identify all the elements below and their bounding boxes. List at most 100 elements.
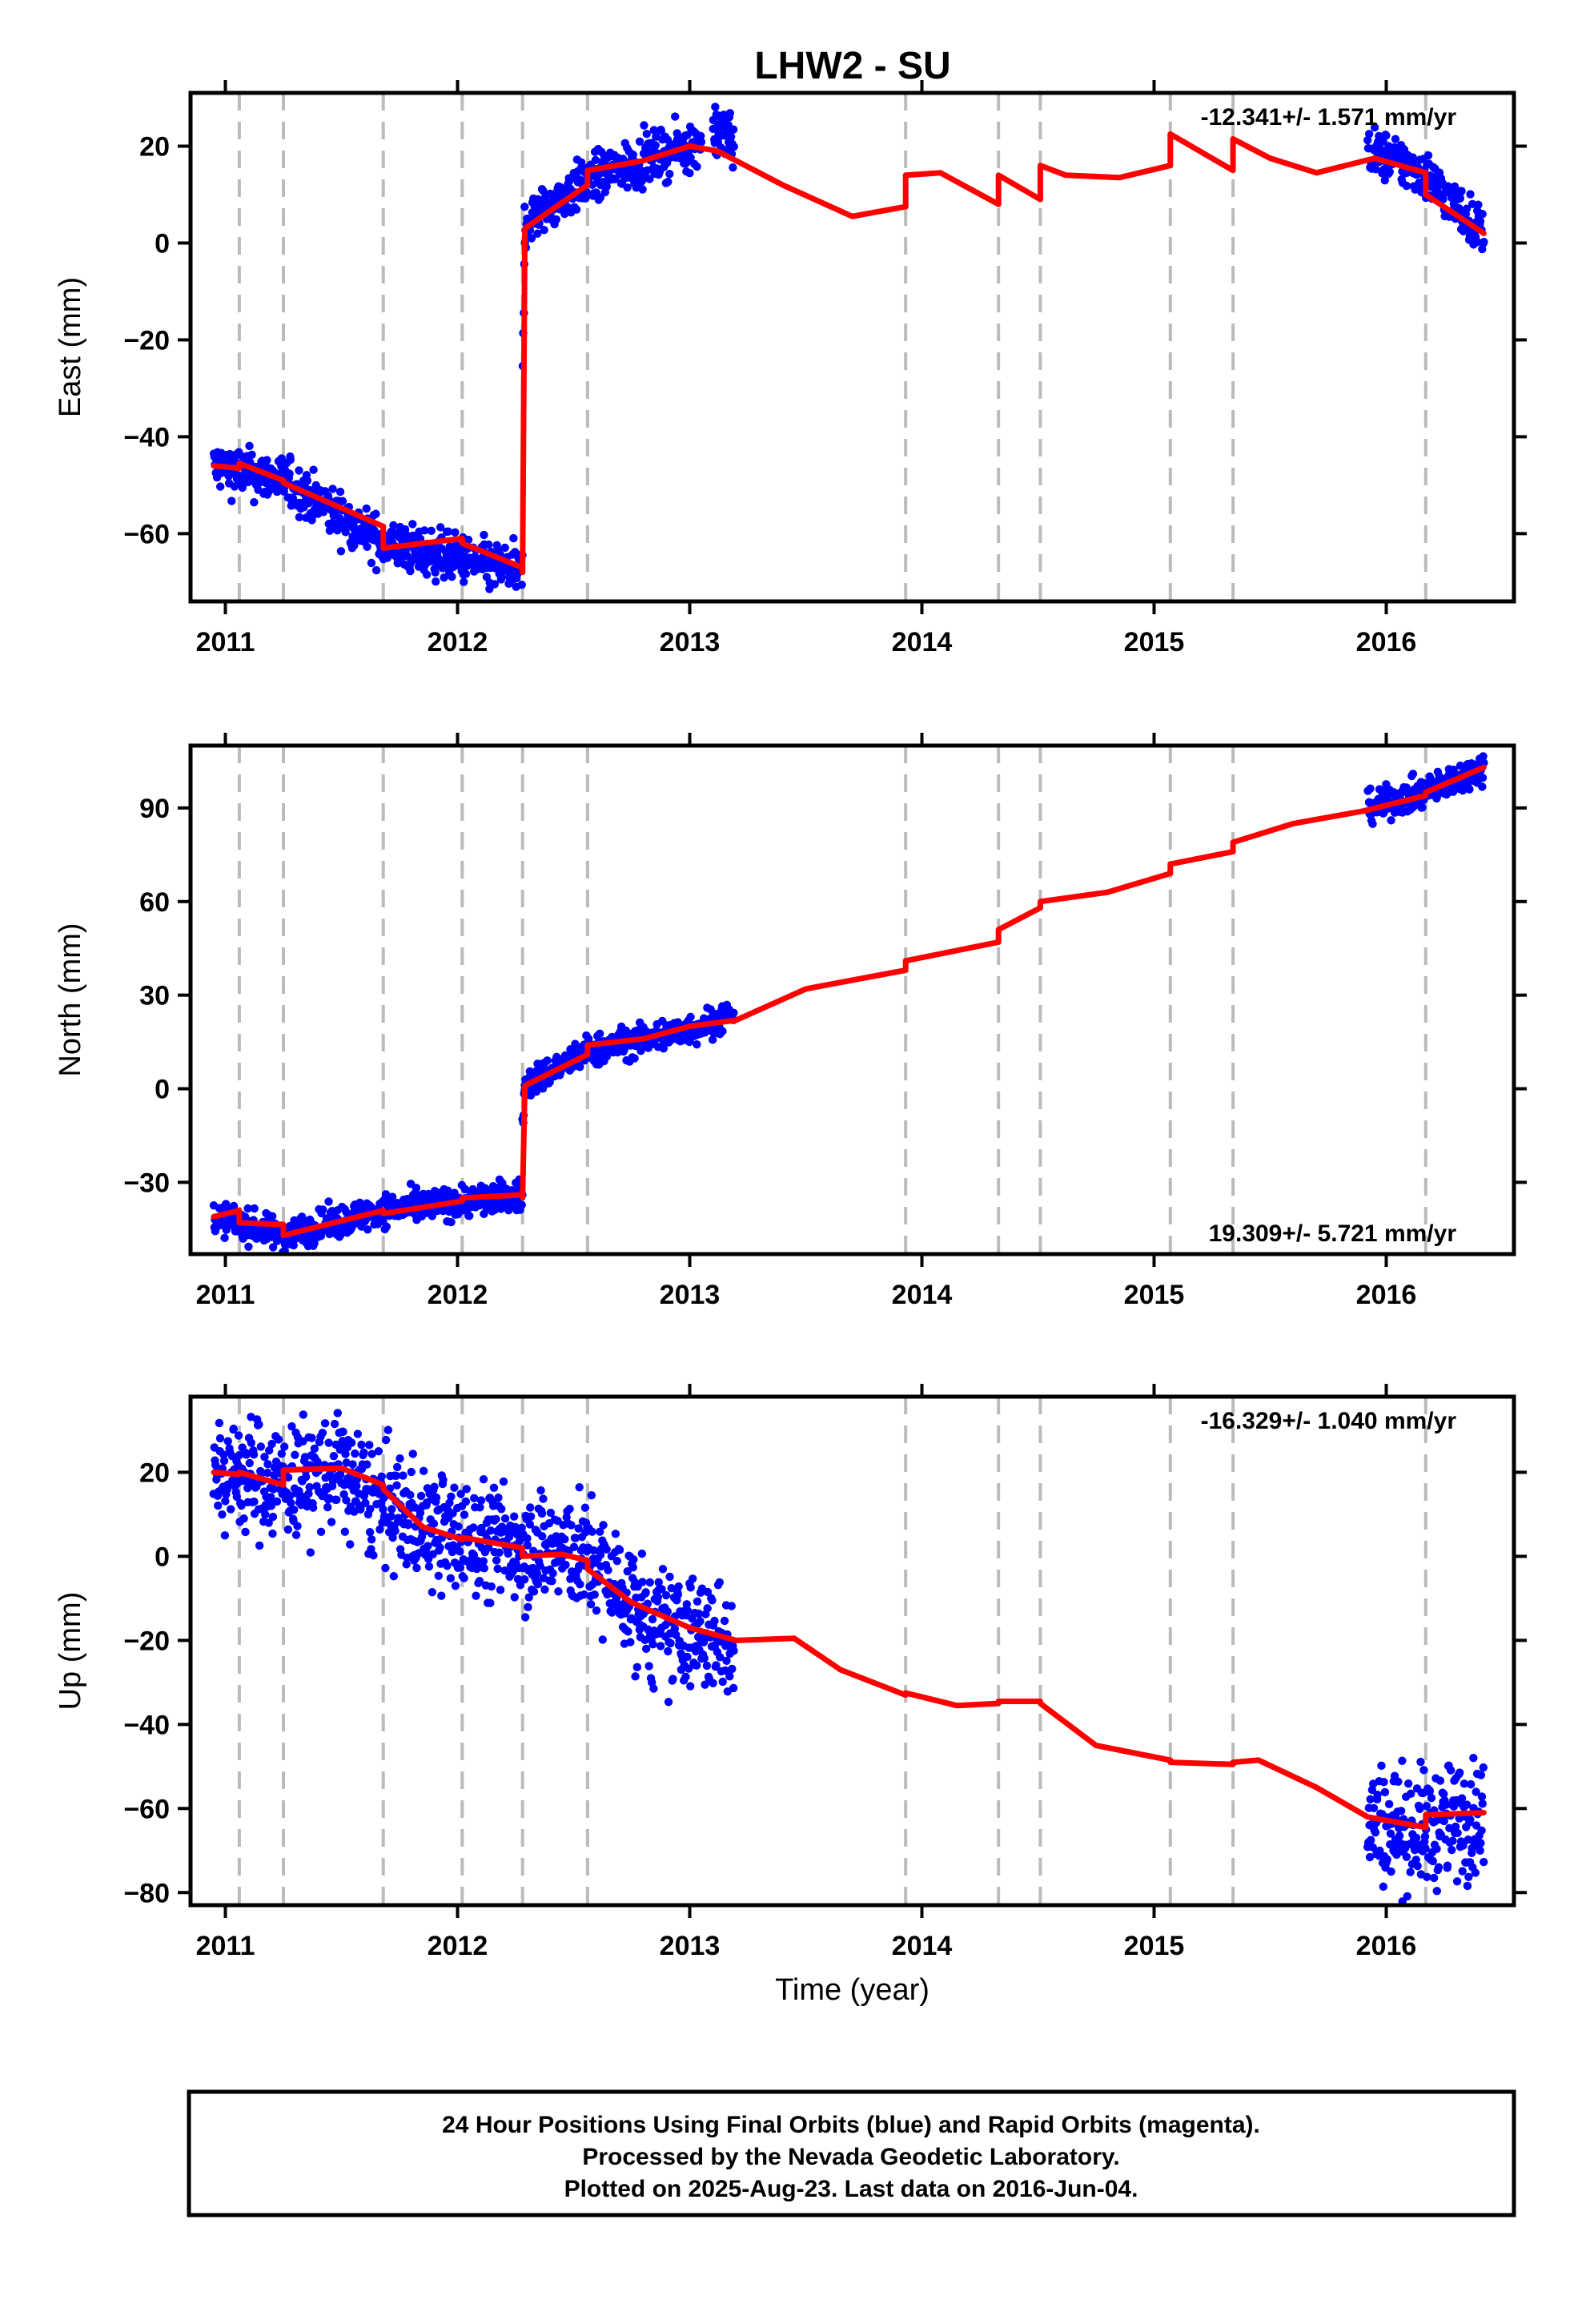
data-point — [443, 1561, 452, 1570]
footer-line-1: 24 Hour Positions Using Final Orbits (bl… — [442, 2112, 1260, 2138]
data-point — [536, 1486, 545, 1495]
data-point — [1465, 785, 1474, 794]
data-point — [629, 1555, 638, 1564]
data-point — [227, 1505, 235, 1514]
data-point — [729, 1647, 738, 1655]
data-point — [1368, 1843, 1377, 1852]
data-point — [444, 527, 453, 536]
plot-area — [209, 746, 1488, 1254]
data-point — [1457, 187, 1466, 195]
data-point — [572, 205, 581, 214]
data-point — [427, 526, 436, 536]
y-tick-label: 20 — [139, 132, 170, 163]
data-point — [1418, 803, 1427, 812]
data-point — [359, 1448, 368, 1458]
data-point — [1420, 1832, 1430, 1841]
data-point — [367, 1449, 376, 1458]
data-point — [587, 1490, 596, 1500]
data-point — [500, 543, 509, 553]
data-point — [211, 1461, 220, 1470]
data-point — [218, 1510, 227, 1519]
data-point — [263, 456, 271, 464]
data-point — [289, 1240, 298, 1250]
data-point — [1402, 1852, 1411, 1862]
data-point — [328, 485, 337, 493]
data-point — [1391, 135, 1400, 143]
data-point — [392, 1481, 401, 1490]
data-point — [394, 1514, 403, 1522]
data-point — [1377, 1761, 1386, 1771]
data-point — [623, 183, 632, 192]
data-point — [365, 1441, 374, 1449]
data-point — [456, 1547, 464, 1556]
data-point — [1387, 816, 1395, 825]
data-point — [703, 1604, 712, 1613]
data-point — [291, 1450, 299, 1459]
data-point — [1479, 1763, 1488, 1772]
data-point — [533, 1579, 543, 1589]
data-point — [661, 1590, 671, 1600]
data-point — [663, 1607, 673, 1616]
data-point — [1366, 784, 1375, 793]
data-point — [496, 1586, 505, 1594]
data-point — [1379, 1778, 1388, 1787]
data-point — [303, 476, 312, 485]
data-point — [665, 170, 674, 179]
data-point — [716, 1653, 725, 1662]
data-point — [520, 1613, 530, 1622]
data-point — [1380, 176, 1389, 185]
data-point — [320, 1419, 330, 1428]
data-point — [1466, 1779, 1476, 1789]
data-point — [274, 1435, 283, 1444]
data-point — [1453, 1828, 1462, 1838]
data-point — [671, 112, 680, 121]
y-tick-label: 20 — [139, 1458, 170, 1488]
data-point — [1479, 752, 1488, 761]
x-tick-label: 2016 — [1356, 1931, 1417, 1961]
data-point — [1448, 1836, 1457, 1845]
data-point — [612, 1556, 622, 1566]
data-point — [1406, 1868, 1415, 1876]
data-point — [648, 1614, 657, 1624]
data-point — [1419, 1766, 1428, 1775]
data-point — [602, 1545, 611, 1554]
data-point — [387, 1505, 396, 1514]
data-point — [682, 1600, 692, 1609]
data-point — [412, 1184, 421, 1192]
data-point — [460, 1184, 470, 1194]
data-point — [277, 1449, 286, 1458]
data-point — [540, 1585, 549, 1594]
data-point — [702, 1661, 712, 1671]
data-point — [341, 528, 350, 537]
x-tick-label: 2011 — [196, 1280, 255, 1310]
data-point — [464, 535, 473, 545]
data-point — [486, 1598, 495, 1607]
data-point — [1427, 1794, 1436, 1803]
data-point — [484, 540, 493, 549]
data-point — [387, 1192, 397, 1201]
data-point — [1478, 210, 1487, 219]
data-point — [1382, 131, 1391, 140]
data-point — [440, 573, 448, 582]
data-point — [562, 1513, 571, 1522]
data-point — [1398, 1756, 1407, 1765]
x-tick-label: 2016 — [1356, 627, 1417, 657]
data-point — [581, 194, 590, 203]
data-point — [548, 1569, 557, 1578]
data-point — [638, 1578, 647, 1586]
data-point — [1462, 204, 1472, 213]
model-line — [211, 131, 1487, 576]
y-tick-label: −40 — [123, 1710, 170, 1740]
data-point — [260, 1453, 269, 1462]
x-tick-label: 2012 — [428, 627, 488, 657]
data-point — [532, 1087, 541, 1096]
data-point — [347, 1438, 356, 1447]
data-point — [1477, 1826, 1486, 1835]
data-point — [305, 1482, 314, 1492]
data-point — [667, 1583, 676, 1593]
data-point — [1478, 773, 1488, 782]
data-point — [450, 1483, 459, 1492]
data-point — [295, 513, 304, 522]
data-point — [725, 109, 735, 118]
data-point — [1447, 1845, 1456, 1855]
